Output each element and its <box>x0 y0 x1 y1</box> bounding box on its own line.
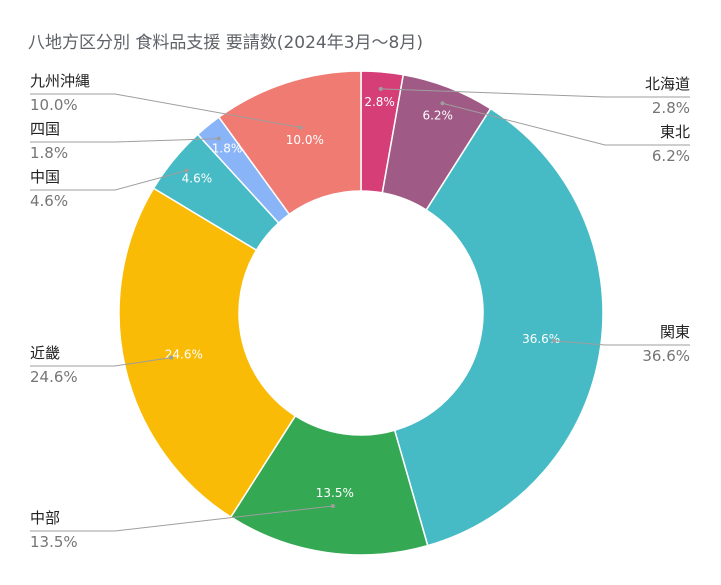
slice-0-name-label: 北海道 <box>645 75 690 93</box>
slice-6-inner-label: 1.8% <box>212 142 243 156</box>
slice-7-inner-label: 10.0% <box>286 133 324 147</box>
slice-4-value-label: 24.6% <box>30 368 78 386</box>
slice-5-name-label: 中国 <box>30 168 60 186</box>
slice-3-inner-label: 13.5% <box>316 486 354 500</box>
slice-2-value-label: 36.6% <box>642 347 690 365</box>
slice-5-inner-label: 4.6% <box>182 172 213 186</box>
chart-title: 八地方区分別 食料品支援 要請数(2024年3月〜8月) <box>28 33 423 53</box>
slice-3-name-label: 中部 <box>30 509 60 527</box>
slice-1-inner-label: 6.2% <box>422 108 453 122</box>
slice-7-leader-dot <box>298 125 303 130</box>
slice-5-leader-line <box>30 170 187 191</box>
slice-7-leader-line <box>30 93 301 129</box>
slice-7 <box>217 70 362 216</box>
slice-2-inner-label: 36.6% <box>522 332 560 346</box>
slice-4-leader-line <box>30 357 172 367</box>
slice-1-value-label: 6.2% <box>652 147 690 165</box>
slice-7-name-label: 九州沖縄 <box>30 72 90 90</box>
slice-7-value-label: 10.0% <box>30 96 78 114</box>
slice-1-name-label: 東北 <box>660 123 690 141</box>
slice-3-leader-line <box>30 505 334 532</box>
slice-2 <box>393 107 604 547</box>
slice-2-name-label: 関東 <box>660 323 690 341</box>
slice-0-inner-label: 2.8% <box>364 95 395 109</box>
slice-0-value-label: 2.8% <box>652 99 690 117</box>
slice-2-leader-line <box>553 340 690 346</box>
slice-3-value-label: 13.5% <box>30 533 78 551</box>
slice-6-leader-line <box>30 138 219 143</box>
slice-0-leader-line <box>380 88 690 98</box>
slice-6-value-label: 1.8% <box>30 144 68 162</box>
slice-1-leader-line <box>442 102 690 146</box>
slice-4-inner-label: 24.6% <box>165 348 203 362</box>
slice-6-name-label: 四国 <box>30 120 60 138</box>
slice-4 <box>118 187 297 519</box>
slice-4-name-label: 近畿 <box>30 344 60 362</box>
slice-5-value-label: 4.6% <box>30 192 68 210</box>
